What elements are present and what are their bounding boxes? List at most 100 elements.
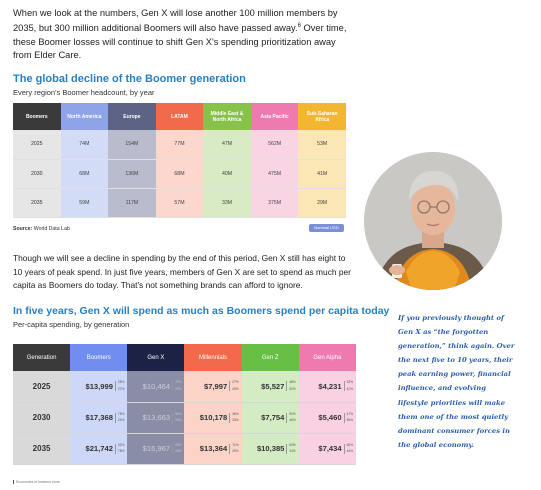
- table-cell: 74M: [60, 130, 109, 160]
- share-percent: 60%: [346, 442, 353, 447]
- share-percent: 48%: [289, 380, 296, 385]
- boomer-section-subtitle: Every region's Boomer headcount, by year: [13, 88, 155, 97]
- spend-cell: $13,364 71% 29%: [184, 433, 242, 465]
- share-percentages: 32% 78%: [114, 443, 124, 454]
- column-header: LATAM: [155, 103, 204, 130]
- table-cell: 375M: [250, 188, 299, 218]
- table-row: 2035 $21,742 32% 78% $16,967 44% 34% $13,364 71%…: [13, 433, 356, 465]
- per-capita-spend-table: Generation Boomers Gen X Millennials Gen Z Ge…: [13, 344, 356, 465]
- share-percent: 27%: [232, 380, 239, 385]
- spend-value-group: $10,464 27% 27%: [127, 381, 184, 392]
- boomer-section-title: The global decline of the Boomer generat…: [13, 73, 246, 85]
- spend-cell: $13,663 31% 32%: [127, 402, 185, 434]
- table-row: 2035 59M 117M 57M 33M 375M 29M: [13, 188, 346, 218]
- share-percent: 32%: [175, 418, 182, 422]
- share-percentages: 90% 46%: [286, 412, 296, 423]
- spend-cell: $13,999 28% 27%: [70, 371, 128, 403]
- spend-cell: $10,178 36% 33%: [184, 402, 242, 434]
- spend-value: $5,527: [261, 381, 285, 391]
- share-percent: 27%: [175, 386, 182, 391]
- column-header: Millennials: [184, 344, 242, 371]
- spend-cell: $16,967 44% 34%: [127, 433, 185, 465]
- share-percentages: 60% 44%: [343, 442, 353, 454]
- spend-cell: $17,368 75% 24%: [70, 402, 128, 434]
- spend-value: $13,663: [142, 413, 171, 422]
- table-row: 2025 $13,999 28% 27% $10,464 27% 27% $7,997 27% 4…: [13, 371, 356, 403]
- woman-portrait-image: [364, 152, 502, 290]
- share-percentages: 27% 27%: [172, 381, 182, 392]
- share-percent: 55%: [346, 418, 353, 422]
- spend-value: $13,999: [85, 381, 113, 391]
- share-percent: 43%: [232, 386, 239, 391]
- spend-cell: $5,460 47% 55%: [298, 402, 356, 434]
- share-percent: 24%: [117, 418, 125, 422]
- column-header: Sub-Saharan Africa: [298, 103, 346, 130]
- spend-cell: $7,434 60% 44%: [298, 433, 356, 465]
- table-cell: 29M: [298, 188, 346, 218]
- spend-cell: $5,527 48% 52%: [241, 371, 299, 403]
- share-percent: 63%: [289, 442, 296, 447]
- row-year: 2030: [13, 159, 61, 189]
- table-cell: 41M: [298, 159, 346, 189]
- spend-value-group: $10,178 36% 33%: [184, 411, 241, 423]
- share-percent: 52%: [289, 386, 296, 391]
- share-percent: 34%: [175, 449, 182, 453]
- table-cell: 57M: [155, 188, 204, 218]
- share-percentages: 63% 34%: [286, 442, 296, 454]
- column-header: Gen Alpha: [298, 344, 356, 371]
- column-header: Boomers: [70, 344, 128, 371]
- column-header: Gen Z: [241, 344, 299, 371]
- spend-value-group: $7,754 90% 46%: [242, 412, 299, 423]
- table-cell: 77M: [155, 130, 204, 160]
- share-percent: 28%: [117, 380, 125, 385]
- spend-value: $17,368: [85, 413, 113, 422]
- spend-cell: $7,997 27% 43%: [184, 371, 242, 403]
- share-percentages: 31% 32%: [172, 411, 182, 423]
- spend-value: $21,742: [85, 444, 113, 453]
- share-percentages: 71% 29%: [229, 442, 239, 454]
- column-header: Generation: [13, 344, 71, 371]
- share-percent: 31%: [175, 411, 182, 416]
- spend-value-group: $21,742 32% 78%: [70, 443, 127, 454]
- spend-value: $13,364: [199, 444, 228, 453]
- row-year: 2035: [13, 433, 71, 465]
- share-percent: 75%: [117, 411, 125, 416]
- share-percent: 71%: [232, 442, 239, 447]
- pull-quote: If you previously thought of Gen X as “t…: [398, 314, 515, 449]
- share-percentages: 53% 61%: [343, 380, 353, 392]
- table-header-row: Boomers North America Europe LATAM Middle Ea…: [13, 103, 346, 130]
- share-percent: 44%: [175, 442, 182, 447]
- column-header: Europe: [108, 103, 156, 130]
- table-cell: 53M: [298, 130, 346, 160]
- table-cell: 117M: [108, 188, 156, 218]
- share-percentages: 44% 34%: [172, 442, 182, 454]
- column-header: Asia Pacific: [250, 103, 299, 130]
- table-cell: 154M: [108, 130, 156, 160]
- source-note: Source: World Data Lab: [13, 226, 70, 232]
- table-cell: 68M: [155, 159, 204, 189]
- spend-value: $10,385: [256, 444, 285, 453]
- spend-value-group: $5,460 47% 55%: [299, 412, 356, 423]
- spend-value: $5,460: [318, 413, 342, 422]
- spend-value: $16,967: [142, 444, 171, 453]
- spend-value-group: $13,999 28% 27%: [70, 380, 127, 392]
- table-cell: 136M: [108, 159, 156, 189]
- spend-value: $7,754: [261, 413, 285, 422]
- row-year: 2030: [13, 402, 71, 434]
- table-cell: 40M: [203, 159, 251, 189]
- row-year: 2025: [13, 130, 61, 160]
- spend-value-group: $10,385 63% 34%: [242, 442, 299, 454]
- spend-value-group: $7,434 60% 44%: [299, 442, 356, 454]
- share-percent: 53%: [346, 380, 353, 385]
- spend-cell: $21,742 32% 78%: [70, 433, 128, 465]
- share-percent: 34%: [289, 449, 296, 453]
- column-header: Boomers: [13, 103, 61, 130]
- column-header: Middle East & North Africa: [203, 103, 251, 130]
- share-percent: 46%: [289, 418, 296, 422]
- share-percentages: 48% 52%: [286, 380, 296, 392]
- share-percent: 36%: [232, 411, 239, 416]
- column-header: Gen X: [127, 344, 185, 371]
- body-paragraph: Though we will see a decline in spending…: [13, 253, 351, 291]
- table-cell: 47M: [203, 130, 251, 160]
- table-cell: 68M: [60, 159, 109, 189]
